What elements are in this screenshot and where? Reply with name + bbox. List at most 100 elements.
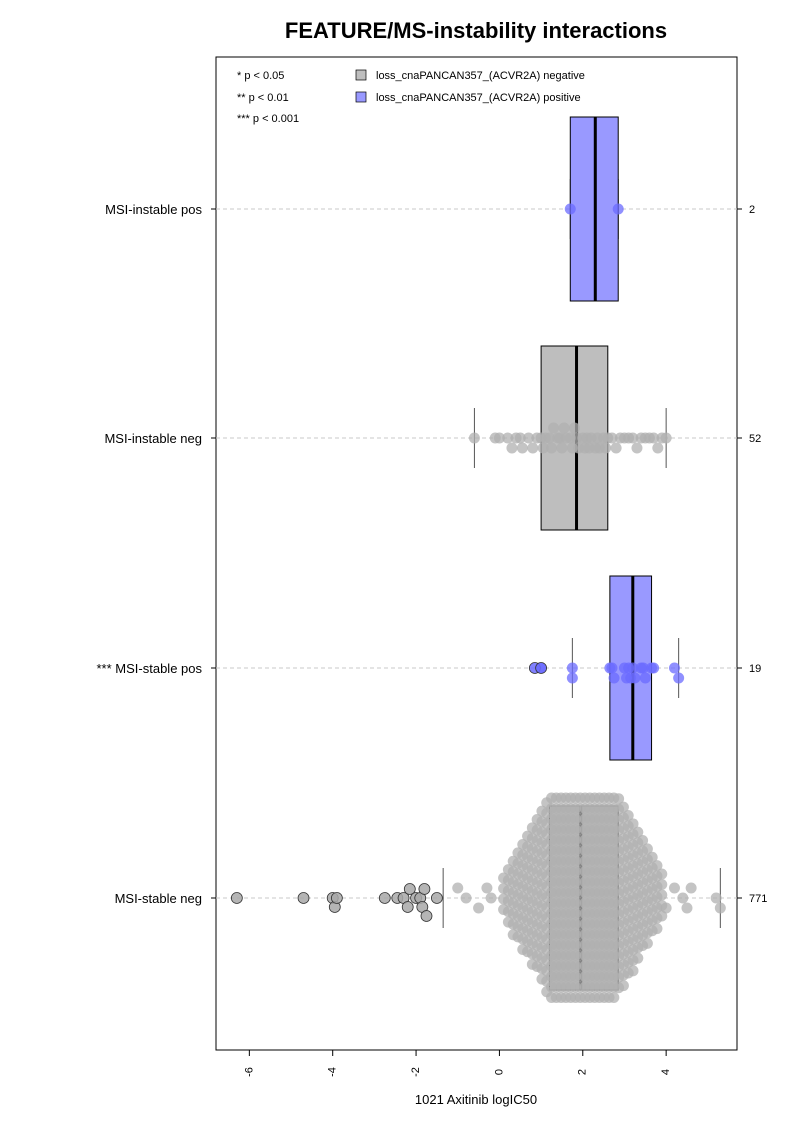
data-point (613, 793, 625, 805)
outlier-point (378, 892, 391, 904)
x-tick-label: -4 (327, 1067, 339, 1077)
data-point (677, 892, 689, 904)
data-point (656, 879, 668, 890)
outlier-point (230, 892, 243, 904)
data-point (673, 672, 685, 684)
data-point (656, 868, 668, 880)
data-point (537, 442, 549, 454)
data-point (660, 902, 672, 914)
data-point (566, 662, 578, 674)
x-tick-label: 4 (660, 1069, 672, 1075)
outlier-point (420, 910, 433, 922)
data-point (710, 892, 722, 904)
data-point (546, 442, 558, 454)
chart-title: FEATURE/MS-instability interactions (285, 18, 667, 43)
data-point (627, 818, 639, 830)
data-point (641, 843, 653, 855)
data-point (543, 432, 555, 444)
data-point (566, 672, 578, 684)
y-tick-label: MSI-instable neg (104, 431, 202, 446)
data-point (516, 442, 528, 454)
data-point (668, 882, 680, 894)
legend-label-negative: loss_cnaPANCAN357_(ACVR2A) negative (376, 70, 585, 82)
data-point (656, 889, 668, 901)
x-tick-label: 2 (577, 1069, 589, 1075)
data-point (617, 980, 629, 992)
data-point (660, 432, 672, 444)
outlier-point (535, 662, 548, 674)
data-point (639, 672, 651, 684)
data-point (568, 422, 580, 434)
data-point (651, 923, 663, 935)
data-point (506, 442, 518, 454)
data-point (493, 432, 505, 444)
group-count: 19 (749, 663, 761, 675)
y-tick-label: MSI-stable neg (115, 891, 202, 906)
data-point (468, 432, 480, 444)
legend-swatch-positive (355, 91, 367, 103)
data-point (627, 965, 639, 977)
outlier-point (297, 892, 310, 904)
data-point (556, 442, 568, 454)
data-point (610, 442, 622, 454)
data-point (452, 882, 464, 894)
data-point (481, 882, 493, 894)
data-point (681, 902, 693, 914)
y-tick-label: *** MSI-stable pos (97, 661, 203, 676)
data-point (606, 662, 618, 674)
data-point (651, 860, 663, 872)
x-axis-title: 1021 Axitinib logIC50 (415, 1092, 537, 1107)
x-tick-label: 0 (493, 1069, 505, 1075)
data-point (685, 882, 697, 894)
data-point (608, 992, 620, 1003)
data-point (523, 432, 535, 444)
data-point (632, 952, 644, 964)
data-point (648, 662, 660, 674)
data-point (502, 432, 514, 444)
data-point (600, 442, 612, 454)
data-point (473, 902, 485, 914)
outlier-point (431, 892, 443, 904)
data-point (648, 432, 660, 444)
data-point (637, 835, 649, 847)
data-point (652, 442, 664, 454)
legend-swatch-negative (355, 69, 367, 81)
data-point (622, 809, 634, 821)
data-point (548, 422, 560, 434)
data-point (514, 432, 526, 444)
data-point (485, 892, 497, 904)
data-point (631, 442, 643, 454)
data-point (606, 432, 618, 444)
data-point (627, 432, 639, 444)
data-point (637, 662, 649, 674)
data-point (564, 203, 576, 215)
y-tick-label: MSI-instable pos (105, 202, 202, 217)
data-point (460, 892, 472, 904)
data-point (558, 422, 570, 434)
group-count: 771 (749, 893, 767, 905)
outlier-point (401, 901, 414, 913)
data-point (668, 662, 680, 674)
data-point (527, 442, 539, 454)
group-count: 2 (749, 204, 755, 216)
data-point (646, 851, 658, 863)
data-point (612, 203, 624, 215)
outlier-point (330, 892, 343, 904)
data-point (632, 826, 644, 838)
group-count: 52 (749, 433, 761, 445)
data-point (608, 672, 620, 684)
x-tick-label: -2 (410, 1067, 422, 1077)
outlier-point (418, 883, 431, 895)
x-tick-label: -6 (243, 1067, 255, 1077)
data-point (617, 801, 629, 813)
data-point (629, 672, 641, 684)
data-point (641, 937, 653, 949)
legend-label-positive: loss_cnaPANCAN357_(ACVR2A) positive (376, 92, 581, 104)
data-point (627, 662, 639, 674)
sig-legend-1: * p < 0.05 (237, 70, 284, 82)
outlier-point (403, 883, 416, 895)
data-point (714, 902, 726, 914)
sig-legend-3: *** p < 0.001 (237, 113, 299, 125)
sig-legend-2: ** p < 0.01 (237, 92, 289, 104)
